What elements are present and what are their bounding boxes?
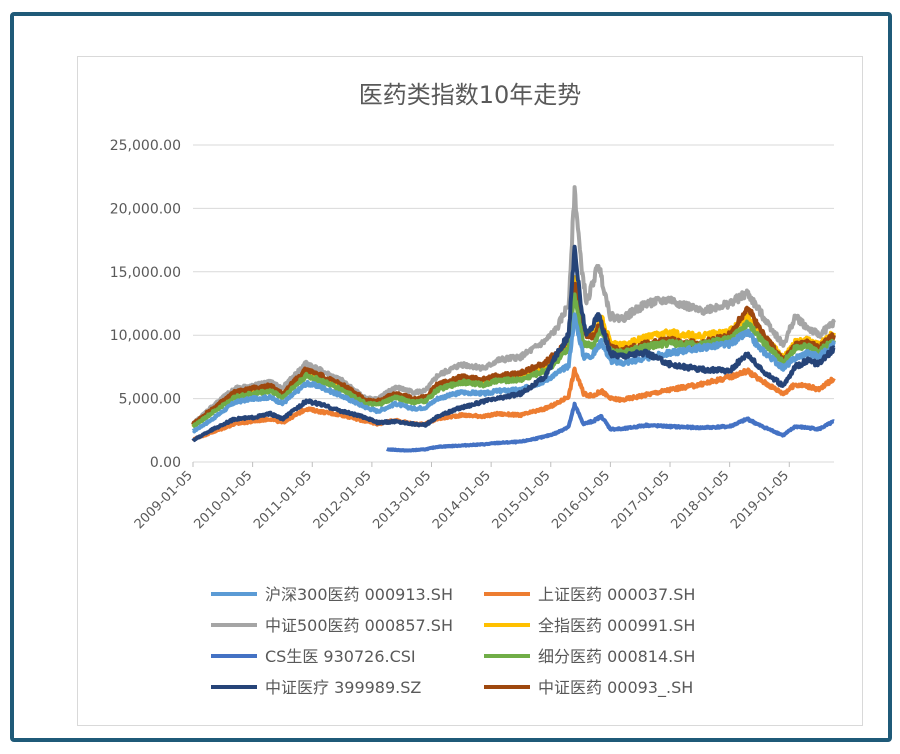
series-line	[191, 366, 836, 442]
legend-label: 中证500医药 000857.SH	[265, 616, 453, 635]
series-line	[191, 244, 836, 443]
y-tick-label: 10,000.00	[110, 328, 181, 344]
gridlines	[193, 144, 834, 463]
chart-frame: 医药类指数10年走势 0.00 5,000.00 10,000.00 15,000.0…	[10, 12, 892, 742]
legend-label: 中证医药 00093_.SH	[538, 678, 693, 698]
x-tick-label: 2015-01-05	[490, 468, 554, 532]
x-tick-label: 2018-01-05	[668, 468, 732, 532]
x-axis-ticks: 2009-01-052010-01-052011-01-052012-01-05…	[132, 462, 792, 532]
y-tick-label: 0.00	[150, 455, 181, 471]
series-line	[191, 185, 836, 425]
legend-label: 沪深300医药 000913.SH	[265, 585, 453, 604]
x-tick-label: 2010-01-05	[191, 468, 255, 532]
y-tick-label: 25,000.00	[110, 138, 181, 154]
x-tick-label: 2014-01-05	[430, 468, 494, 532]
legend-label: 上证医药 000037.SH	[538, 585, 695, 604]
series-line	[385, 401, 836, 453]
y-axis-ticks: 0.00 5,000.00 10,000.00 15,000.00 20,000.00 2…	[110, 138, 181, 471]
legend: 沪深300医药 000913.SH 上证医药 000037.SH 中证500医药 0…	[211, 585, 695, 698]
x-tick-label: 2009-01-05	[132, 468, 196, 532]
line-chart: 医药类指数10年走势 0.00 5,000.00 10,000.00 15,000.0…	[110, 81, 836, 698]
chart-title: 医药类指数10年走势	[359, 81, 582, 109]
x-tick-label: 2013-01-05	[370, 468, 434, 532]
chart-area: 医药类指数10年走势 0.00 5,000.00 10,000.00 15,000.0…	[77, 56, 863, 726]
legend-label: 细分医药 000814.SH	[538, 647, 695, 666]
x-tick-label: 2011-01-05	[251, 468, 315, 532]
x-tick-label: 2012-01-05	[311, 468, 375, 532]
legend-label: CS生医 930726.CSI	[265, 647, 416, 666]
legend-label: 中证医疗 399989.SZ	[265, 678, 421, 697]
x-tick-label: 2016-01-05	[549, 468, 613, 532]
y-tick-label: 5,000.00	[119, 392, 181, 408]
y-tick-label: 20,000.00	[110, 201, 181, 217]
x-tick-label: 2017-01-05	[609, 468, 673, 532]
legend-label: 全指医药 000991.SH	[538, 616, 695, 635]
x-tick-label: 2019-01-05	[728, 468, 792, 532]
y-tick-label: 15,000.00	[110, 265, 181, 281]
series-line	[191, 312, 836, 434]
series-lines	[191, 185, 836, 453]
